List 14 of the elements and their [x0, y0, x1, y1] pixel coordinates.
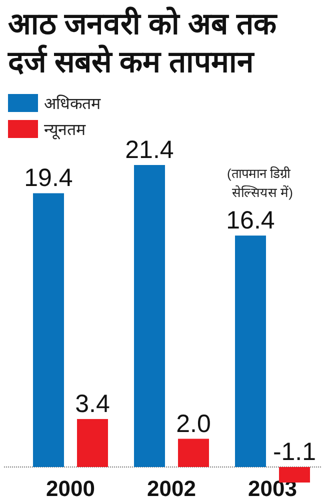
annotation: (तापमान डिग्री सेल्सियस में)	[227, 166, 293, 200]
tick-label: 2002	[147, 476, 196, 500]
legend-label: अधिकतम	[44, 96, 101, 113]
data-label: 21.4	[125, 136, 174, 164]
data-label: 2.0	[176, 410, 211, 438]
title: दर्ज सबसे कम तापमान	[8, 46, 254, 79]
data-label: 3.4	[75, 390, 110, 418]
data-label: 19.4	[24, 164, 73, 192]
data-label: -1.1	[272, 438, 316, 466]
legend-label: न्यूनतम	[44, 122, 86, 139]
tick-label: 2003	[248, 476, 297, 500]
title: आठ जनवरी को अब तक	[8, 8, 276, 41]
data-label: 16.4	[226, 206, 275, 235]
tick-label: 2000	[46, 476, 95, 500]
